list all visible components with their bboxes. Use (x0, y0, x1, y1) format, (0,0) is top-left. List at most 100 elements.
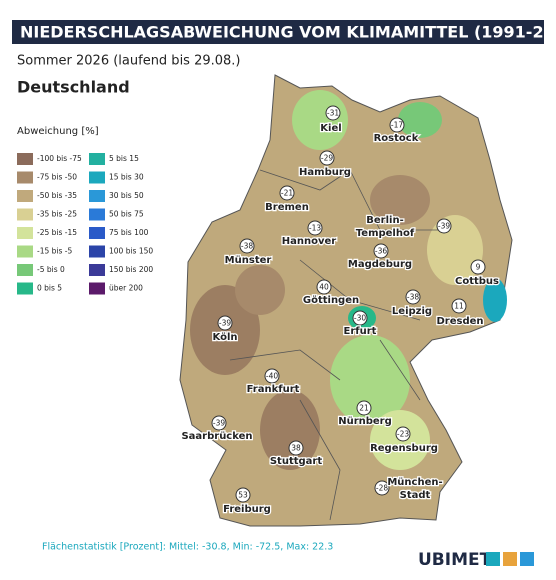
logo-icon (520, 552, 534, 566)
legend-swatch (89, 208, 105, 221)
wet-area (292, 90, 348, 150)
city-value: -40 (266, 372, 278, 381)
city-marker (307, 220, 323, 236)
city-name: Köln (213, 332, 238, 343)
wet-area (427, 215, 483, 285)
legend-label: 5 bis 15 (109, 154, 139, 163)
wet-area (330, 335, 410, 425)
logo-icon (503, 552, 517, 566)
city-name: Freiburg (223, 504, 271, 515)
city-name: Leipzig (392, 306, 432, 317)
legend-swatch (17, 227, 33, 239)
city-value: -28 (376, 484, 388, 493)
subtitle: Sommer 2026 (laufend bis 29.08.) (17, 54, 241, 69)
city-name: Berlin- (366, 215, 403, 226)
city-value: -38 (241, 242, 253, 251)
legend-label: 15 bis 30 (109, 173, 144, 182)
city-value: -17 (391, 121, 403, 130)
legend-label: -75 bis -50 (37, 173, 77, 182)
map: -31 Kiel -17 Rostock -29 Hamburg -21 Bremen -39 B… (179, 74, 513, 527)
city-name: Magdeburg (348, 259, 412, 270)
city-name: Regensburg (370, 443, 438, 454)
logo: UBIMET (418, 550, 492, 570)
city-name: Münster (225, 255, 272, 266)
state-borders (229, 169, 440, 521)
legend-label: 30 bis 50 (109, 191, 144, 200)
legend-swatch (17, 171, 33, 184)
city-marker (264, 368, 280, 384)
legend-swatch (17, 282, 33, 295)
city-marker (374, 480, 390, 496)
city-name: Kiel (320, 123, 341, 134)
logo-icon (486, 552, 500, 566)
title: NIEDERSCHLAGSABWEICHUNG VOM KLIMAMITTEL … (20, 23, 556, 42)
city-value: -23 (397, 430, 409, 439)
city-name: Hamburg (299, 167, 351, 178)
city-marker (235, 487, 251, 503)
city-value: -39 (219, 319, 231, 328)
legend-label: -15 bis -5 (37, 247, 72, 256)
legend-label: -5 bis 0 (37, 265, 65, 274)
city-marker (470, 259, 486, 275)
legend-label: 0 bis 5 (37, 284, 62, 293)
legend-swatch (17, 264, 33, 276)
legend-swatch (89, 153, 105, 165)
city-marker (389, 117, 405, 133)
city-value: -30 (354, 314, 366, 323)
legend-label: -100 bis -75 (37, 154, 82, 163)
city-marker (288, 440, 304, 456)
legend-label: 100 bis 150 (109, 247, 153, 256)
city-value: -13 (309, 224, 321, 233)
city-marker (239, 238, 255, 254)
city-name: Saarbrücken (181, 431, 252, 442)
city-marker (395, 426, 411, 442)
region: Deutschland (17, 78, 130, 97)
city-value: -36 (375, 247, 387, 256)
city-marker (325, 105, 341, 121)
city-name: Bremen (265, 202, 309, 213)
dry-area (235, 265, 285, 315)
city-name: Nürnberg (338, 416, 392, 427)
legend-swatch (89, 171, 105, 184)
city-marker (451, 298, 467, 314)
title-bar (12, 20, 544, 44)
city-name: Tempelhof (356, 228, 415, 239)
city-value: -21 (281, 189, 293, 198)
legend-label: über 200 (109, 284, 143, 293)
city-value: -38 (407, 293, 419, 302)
city-name: Frankfurt (247, 384, 300, 395)
city-name: Rostock (374, 133, 419, 144)
city-value: 53 (238, 491, 248, 500)
city-value: 11 (454, 302, 464, 311)
city-marker (319, 150, 335, 166)
city-marker (211, 415, 227, 431)
city-value: 9 (476, 263, 481, 272)
city-value: 40 (319, 283, 329, 292)
city-marker (356, 400, 372, 416)
legend-label: -50 bis -35 (37, 191, 77, 200)
city-name: Erfurt (344, 326, 377, 337)
legend-label: 50 bis 75 (109, 210, 144, 219)
legend-label: 150 bis 200 (109, 265, 153, 274)
city-marker (352, 310, 368, 326)
legend-label: -35 bis -25 (37, 210, 77, 219)
city-marker (316, 279, 332, 295)
wet-area (398, 102, 442, 138)
city-value: -39 (438, 222, 450, 231)
city-marker (373, 243, 389, 259)
city-marker (436, 218, 452, 234)
legend-swatch (89, 227, 105, 239)
dry-area (370, 175, 430, 225)
city-marker (405, 289, 421, 305)
city-value: -29 (321, 154, 333, 163)
legend-label: 75 bis 100 (109, 228, 149, 237)
city-name: Cottbus (455, 276, 499, 287)
legend-label: -25 bis -15 (37, 228, 77, 237)
footer-stats: Flächenstatistik [Prozent]: Mittel: -30.… (42, 542, 333, 553)
city-value: 21 (359, 404, 369, 413)
city-name: Stuttgart (270, 456, 323, 467)
dry-area (260, 390, 320, 470)
city-value: -39 (213, 419, 225, 428)
legend-swatch (17, 190, 33, 202)
